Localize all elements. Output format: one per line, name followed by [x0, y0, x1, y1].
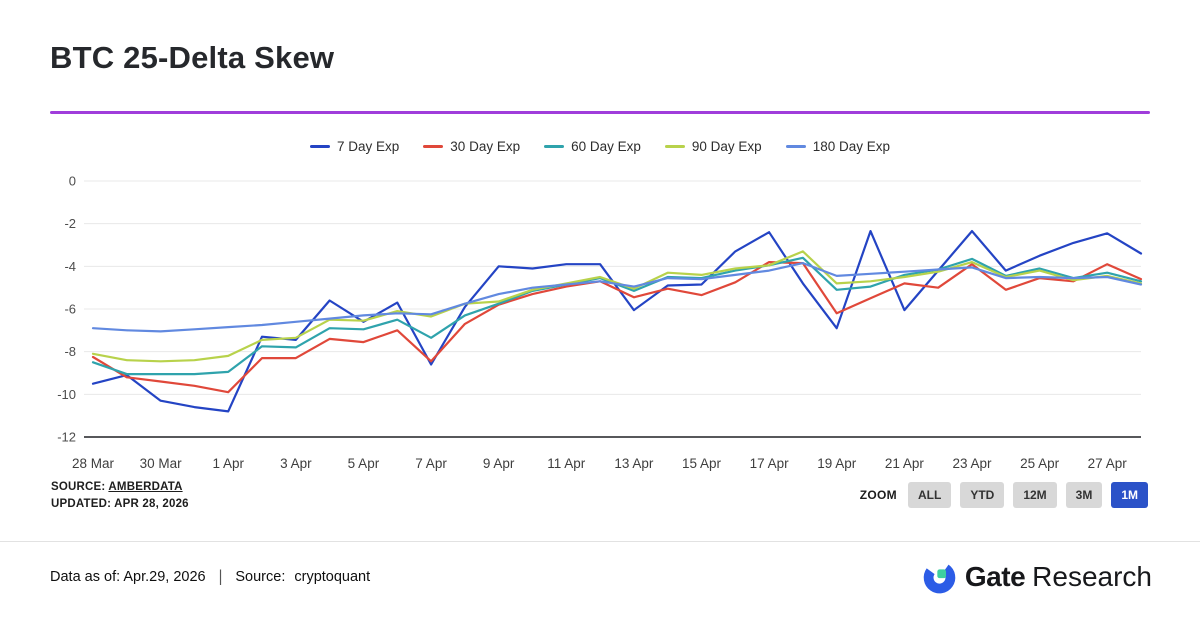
- legend-label: 30 Day Exp: [450, 139, 521, 154]
- x-axis-tick-label: 17 Apr: [750, 456, 790, 471]
- x-axis-tick-label: 21 Apr: [885, 456, 925, 471]
- brand-logo: Gate Research: [921, 558, 1152, 595]
- series-line-30-day-exp: [91, 261, 1143, 394]
- x-axis-tick-label: 15 Apr: [682, 456, 722, 471]
- x-axis-tick-label: 28 Mar: [72, 456, 115, 471]
- series-line-90-day-exp: [91, 250, 1143, 363]
- zoom-controls: ZOOM ALL YTD 12M 3M 1M: [860, 482, 1148, 508]
- legend-swatch-90-day-exp: [664, 145, 685, 148]
- brand-name-regular: Research: [1032, 560, 1152, 592]
- page-title: BTC 25-Delta Skew: [50, 40, 335, 75]
- brand-name-bold: Gate: [964, 560, 1026, 592]
- legend-item-180-day-exp[interactable]: 180 Day Exp: [785, 139, 890, 154]
- source-link[interactable]: AMBERDATA: [108, 481, 183, 493]
- chart-source-block: SOURCE: AMBERDATA UPDATED: APR 28, 2026: [51, 479, 189, 512]
- x-axis-tick-label: 25 Apr: [1020, 456, 1060, 471]
- x-axis-tick-label: 11 Apr: [547, 456, 586, 471]
- legend-label: 90 Day Exp: [691, 139, 762, 154]
- x-axis-tick-label: 5 Apr: [348, 456, 380, 471]
- zoom-button-ytd[interactable]: YTD: [960, 482, 1005, 508]
- footer-divider: [0, 541, 1200, 542]
- legend-swatch-30-day-exp: [423, 145, 444, 148]
- footer-source-value: cryptoquant: [294, 569, 371, 585]
- x-axis-tick-label: 30 Mar: [140, 456, 183, 471]
- legend-label: 7 Day Exp: [337, 139, 400, 154]
- y-axis-tick-label: 0: [69, 174, 76, 189]
- x-axis-tick-label: 3 Apr: [280, 456, 312, 471]
- footer-separator: |: [218, 567, 223, 587]
- series-line-7-day-exp: [91, 230, 1143, 413]
- footer-source-label: Source:: [235, 569, 286, 585]
- legend-swatch-180-day-exp: [785, 145, 806, 148]
- legend-swatch-60-day-exp: [544, 145, 565, 148]
- y-axis-tick-label: -6: [64, 302, 76, 317]
- series-line-180-day-exp: [91, 262, 1143, 333]
- zoom-label: ZOOM: [859, 488, 897, 502]
- x-axis-tick-label: 9 Apr: [483, 456, 515, 471]
- legend-swatch-7-day-exp: [310, 145, 331, 148]
- y-axis-tick-label: -4: [64, 259, 76, 274]
- zoom-button-3m[interactable]: 3M: [1065, 482, 1103, 508]
- zoom-button-12m[interactable]: 12M: [1013, 482, 1057, 508]
- data-as-of-text: Data as of: Apr.29, 2026: [50, 569, 206, 585]
- footer-caption: Data as of: Apr.29, 2026 | Source: crypt…: [50, 567, 371, 587]
- legend-item-30-day-exp[interactable]: 30 Day Exp: [423, 139, 520, 154]
- x-axis-tick-label: 27 Apr: [1088, 456, 1128, 471]
- chart-legend: 7 Day Exp 30 Day Exp 60 Day Exp 90 Day E…: [0, 139, 1200, 154]
- x-axis-tick-label: 23 Apr: [952, 456, 992, 471]
- gate-logo-icon: [923, 561, 956, 594]
- x-axis-tick-label: 7 Apr: [415, 456, 447, 471]
- series-line-60-day-exp: [91, 256, 1143, 376]
- zoom-button-1m[interactable]: 1M: [1111, 482, 1148, 508]
- legend-label: 180 Day Exp: [812, 139, 890, 154]
- updated-label: UPDATED: APR 28, 2026: [51, 497, 189, 510]
- zoom-button-all[interactable]: ALL: [907, 482, 952, 508]
- x-axis-tick-label: 1 Apr: [212, 456, 244, 471]
- legend-label: 60 Day Exp: [571, 139, 641, 154]
- title-divider: [50, 111, 1150, 114]
- x-axis-tick-label: 19 Apr: [817, 456, 857, 471]
- y-axis-tick-label: -10: [57, 387, 76, 402]
- legend-item-90-day-exp[interactable]: 90 Day Exp: [664, 139, 762, 154]
- y-axis-tick-label: -8: [64, 344, 76, 359]
- legend-item-7-day-exp[interactable]: 7 Day Exp: [310, 139, 399, 154]
- y-axis-tick-label: -2: [64, 216, 76, 231]
- legend-item-60-day-exp[interactable]: 60 Day Exp: [544, 139, 641, 154]
- x-axis-tick-label: 13 Apr: [614, 456, 654, 471]
- source-label: SOURCE:: [51, 481, 106, 493]
- y-axis-tick-label: -12: [57, 430, 76, 445]
